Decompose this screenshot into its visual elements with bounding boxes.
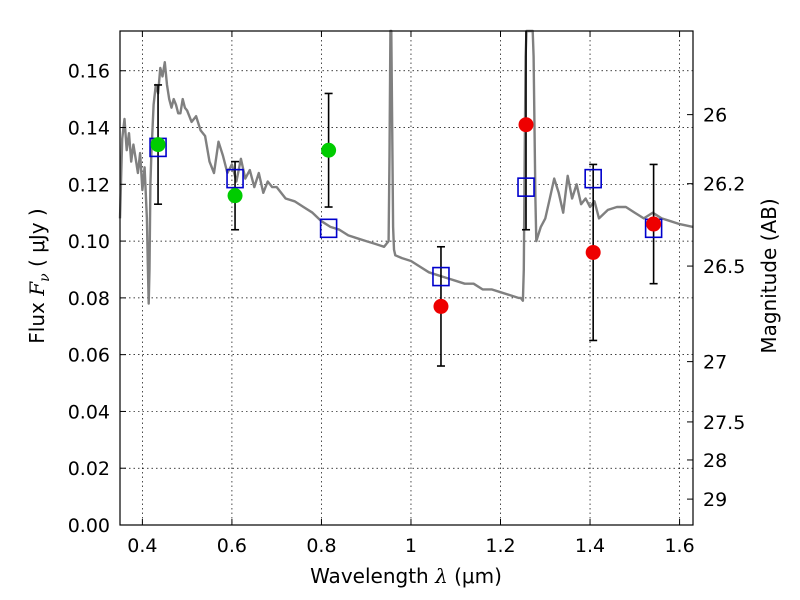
y-axis-title-prefix: Flux [25, 296, 49, 344]
model-square-marker [517, 177, 535, 197]
x-tick-labels: 0.4 0.6 0.8 1 1.2 1.4 1.6 [127, 535, 694, 557]
x-tick-label: 0.8 [306, 535, 336, 557]
y-tick-label: 0.16 [68, 61, 110, 83]
y-tick-label: 0.14 [68, 118, 110, 140]
x-axis-title: Wavelength λ (μm) [310, 564, 502, 588]
red-data-point [518, 117, 534, 133]
tick-marks [120, 31, 693, 526]
grid-lines [120, 31, 693, 525]
x-tick-label: 0.6 [217, 535, 247, 557]
x-axis-title-suffix: (μm) [448, 564, 502, 588]
red-data-point [646, 216, 662, 232]
x-axis-title-symbol: λ [434, 564, 448, 588]
y-axis-title-suffix: ( μJy ) [25, 208, 49, 273]
y2-tick-label: 28 [703, 450, 727, 472]
y2-tick-labels: 26 26.2 26.5 27 27.5 28 29 [703, 105, 745, 511]
y-axis-title: Flux Fν ( μJy ) [25, 208, 53, 343]
green-data-point [150, 137, 166, 153]
y-tick-label: 0.12 [68, 174, 110, 196]
x-tick-label: 1.6 [664, 535, 694, 557]
red-data-point [585, 244, 601, 260]
y2-tick-label: 27 [703, 352, 727, 374]
model-square-marker [432, 266, 450, 287]
y-tick-label: 0.02 [68, 458, 110, 480]
green-data-point [227, 188, 243, 204]
y2-tick-label: 26 [703, 105, 727, 127]
x-tick-label: 1.4 [575, 535, 605, 557]
plot-frame [119, 30, 694, 526]
red-data-point [433, 298, 449, 314]
x-tick-label: 1 [405, 535, 417, 557]
y-tick-label: 0.00 [68, 515, 110, 537]
model-square-marker [319, 218, 338, 239]
y-axis-title-subscript: ν [37, 273, 53, 282]
x-tick-label: 0.4 [127, 535, 157, 557]
y2-tick-label: 26.2 [703, 174, 745, 196]
spectrum-line [118, 29, 694, 305]
y-axis-title-symbol: F [25, 281, 49, 297]
x-axis-title-prefix: Wavelength [310, 564, 435, 588]
y2-tick-label: 27.5 [703, 412, 745, 434]
green-data-point [321, 142, 337, 158]
y2-tick-label: 29 [703, 489, 727, 511]
y-tick-label: 0.04 [68, 401, 110, 423]
y2-axis-title: Magnitude (AB) [757, 198, 781, 353]
marker-layer [149, 117, 663, 314]
model-square-marker [226, 168, 244, 189]
y-tick-label: 0.08 [68, 288, 110, 310]
y2-tick-label: 26.5 [703, 256, 745, 278]
y-tick-labels: 0.00 0.02 0.04 0.06 0.08 0.10 0.12 0.14 0.16 [68, 61, 110, 537]
model-square-marker [584, 168, 602, 189]
y-tick-label: 0.06 [68, 345, 110, 367]
spectrum-layer [118, 29, 694, 305]
x-tick-label: 1.2 [485, 535, 515, 557]
y-tick-label: 0.10 [68, 231, 110, 253]
